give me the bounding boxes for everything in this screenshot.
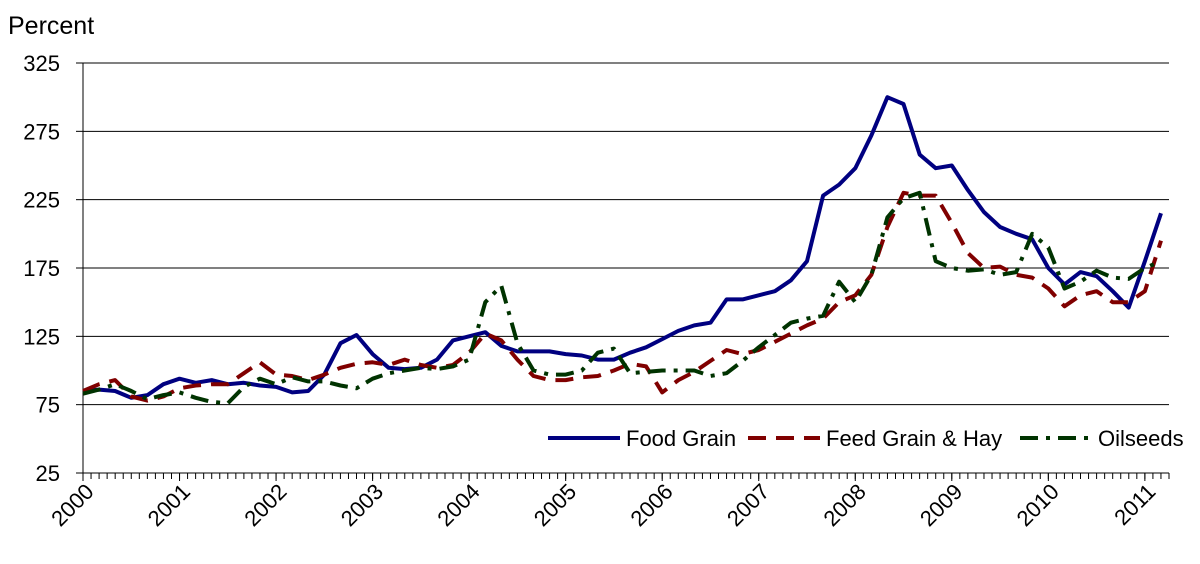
y-tick-label: 175 [23,256,60,281]
x-tick-label: 2004 [432,479,484,531]
x-tick-label: 2000 [46,479,98,531]
x-tick-label: 2006 [625,479,677,531]
y-tick-label: 225 [23,188,60,213]
x-tick-label: 2008 [819,479,871,531]
x-tick-label: 2007 [722,479,774,531]
series-line [82,190,1162,406]
series-line [82,95,1163,400]
y-tick-label: 75 [36,393,60,418]
y-tick-label: 325 [23,51,60,76]
legend-label: Oilseeds [1098,426,1184,451]
legend-label: Food Grain [626,426,736,451]
x-tick-label: 2003 [336,479,388,531]
y-axis-label: Percent [8,12,94,40]
x-tick-label: 2009 [915,479,967,531]
legend: Food Grain Feed Grain & Hay Oilseeds [548,426,1184,451]
x-tick-label: 2002 [239,479,291,531]
x-tick-label: 2001 [143,479,195,531]
y-tick-label: 275 [23,119,60,144]
legend-label: Feed Grain & Hay [826,426,1002,451]
x-tick-label: 2011 [1109,479,1160,530]
x-tick-label: 2010 [1012,479,1064,531]
y-tick-label: 25 [36,461,60,486]
x-tick-label: 2005 [529,479,581,531]
y-tick-label: 125 [23,324,60,349]
series-line [82,190,1163,403]
